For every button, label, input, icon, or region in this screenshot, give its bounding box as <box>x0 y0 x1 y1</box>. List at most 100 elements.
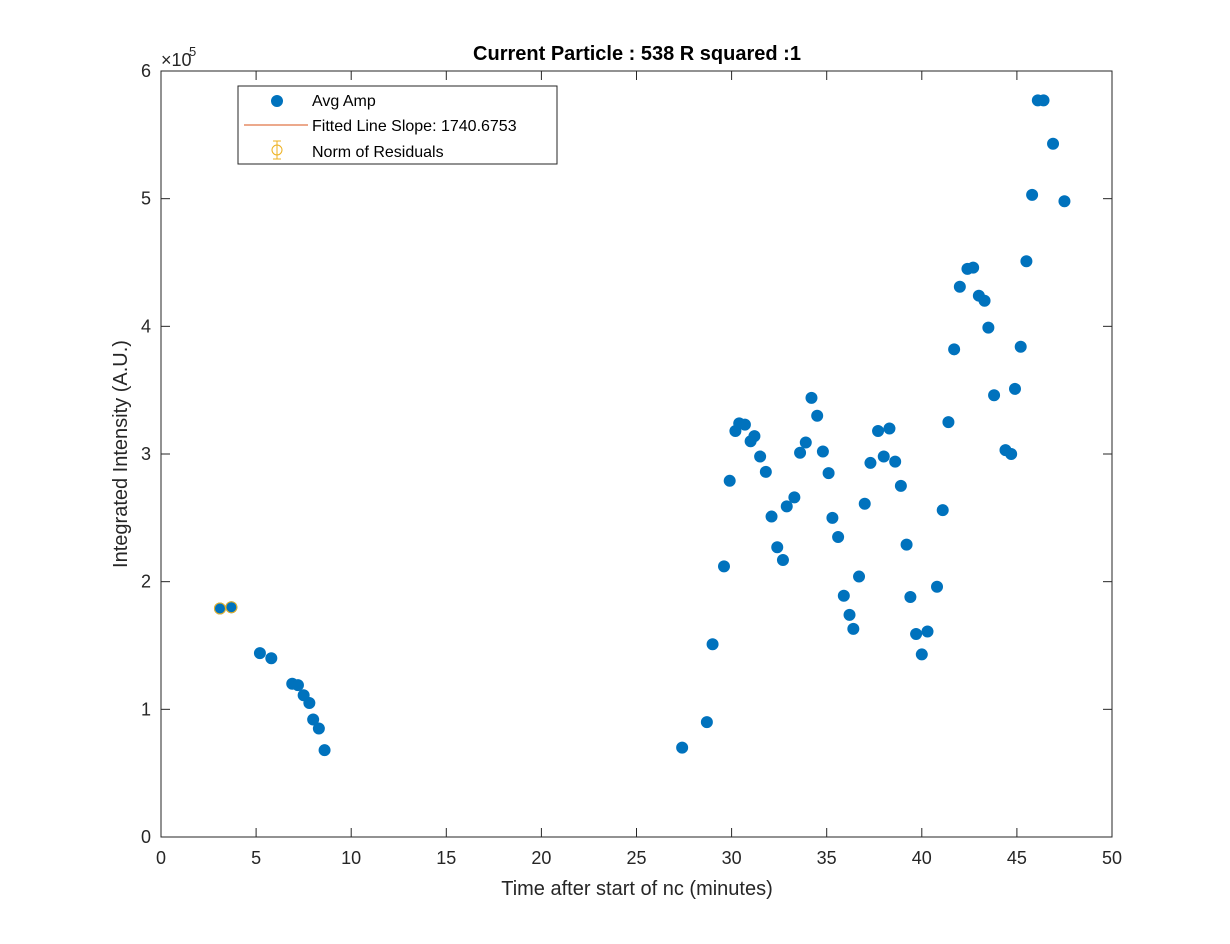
legend-label-norm-residuals: Norm of Residuals <box>312 144 444 161</box>
data-point-avg-amp <box>312 722 325 735</box>
data-point-avg-amp <box>307 713 320 726</box>
data-point-avg-amp <box>837 589 850 602</box>
data-point-avg-amp <box>265 652 278 665</box>
data-point-norm-residuals <box>225 601 238 614</box>
y-axis-label: Integrated Intensity (A.U.) <box>110 340 132 568</box>
data-point-avg-amp <box>826 511 839 524</box>
data-point-avg-amp <box>843 608 856 621</box>
data-point-avg-amp <box>967 261 980 274</box>
data-point-avg-amp <box>904 590 917 603</box>
data-point-norm-residuals <box>213 602 226 615</box>
data-point-avg-amp <box>676 741 689 754</box>
legend-entry-avg-amp: Avg Amp <box>271 93 376 110</box>
data-point-avg-amp <box>811 409 824 422</box>
data-point-avg-amp <box>776 553 789 566</box>
x-axis-label: Time after start of nc (minutes) <box>501 878 773 900</box>
data-point-avg-amp <box>883 422 896 435</box>
data-point-avg-amp <box>253 647 266 660</box>
data-point-avg-amp <box>1026 188 1039 201</box>
data-point-avg-amp <box>1058 195 1071 208</box>
legend: Avg Amp Fitted Line Slope: 1740.6753 Nor… <box>237 85 558 165</box>
data-point-avg-amp <box>900 538 913 551</box>
data-point-avg-amp <box>847 622 860 635</box>
data-point-avg-amp <box>942 416 955 429</box>
y-tick-label: 1 <box>141 699 151 719</box>
x-tick-label: 10 <box>341 848 361 868</box>
data-point-avg-amp <box>982 321 995 334</box>
data-point-avg-amp <box>858 497 871 510</box>
data-point-avg-amp <box>910 628 923 641</box>
x-tick-label: 50 <box>1102 848 1122 868</box>
y-axis-exponent: ×10 5 <box>161 44 196 70</box>
legend-entry-fitted-line: Fitted Line Slope: 1740.6753 <box>244 118 517 135</box>
x-tick-label: 20 <box>531 848 551 868</box>
data-point-avg-amp <box>822 467 835 480</box>
y-exponent-base: ×10 <box>161 50 192 70</box>
data-point-avg-amp <box>948 343 961 356</box>
data-point-avg-amp <box>794 446 807 459</box>
x-tick-label: 0 <box>156 848 166 868</box>
data-point-avg-amp <box>894 479 907 492</box>
data-point-avg-amp <box>936 504 949 517</box>
x-tick-label: 40 <box>912 848 932 868</box>
data-point-avg-amp <box>864 456 877 469</box>
x-tick-label: 25 <box>626 848 646 868</box>
data-point-avg-amp <box>872 425 885 438</box>
data-point-avg-amp <box>853 570 866 583</box>
data-point-avg-amp <box>953 280 966 293</box>
data-point-avg-amp <box>717 560 730 573</box>
data-point-avg-amp <box>771 541 784 554</box>
y-tick-label: 5 <box>141 189 151 209</box>
data-point-avg-amp <box>1037 94 1050 107</box>
y-tick-label: 0 <box>141 827 151 847</box>
data-point-avg-amp <box>765 510 778 523</box>
data-point-avg-amp <box>738 418 751 431</box>
chart-title: Current Particle : 538 R squared :1 <box>473 43 801 65</box>
data-point-avg-amp <box>1014 340 1027 353</box>
data-point-avg-amp <box>303 696 316 709</box>
legend-label-avg-amp: Avg Amp <box>312 93 376 110</box>
data-point-avg-amp <box>723 474 736 487</box>
data-point-avg-amp <box>799 436 812 449</box>
y-axis-ticks: 0 1 2 3 4 5 6 <box>141 61 1112 847</box>
y-tick-label: 6 <box>141 61 151 81</box>
y-tick-label: 3 <box>141 444 151 464</box>
x-axis-ticks: 0 5 10 15 20 25 30 35 40 45 50 <box>156 71 1122 868</box>
data-point-avg-amp <box>706 638 719 651</box>
legend-label-fitted-line: Fitted Line Slope: 1740.6753 <box>312 118 517 135</box>
x-tick-label: 35 <box>817 848 837 868</box>
data-points <box>213 94 1071 757</box>
y-tick-label: 2 <box>141 572 151 592</box>
data-point-avg-amp <box>759 465 772 478</box>
data-point-avg-amp <box>832 530 845 543</box>
data-point-avg-amp <box>780 500 793 513</box>
legend-marker-norm-residuals <box>271 144 283 156</box>
data-point-avg-amp <box>1047 137 1060 150</box>
data-point-avg-amp <box>748 430 761 443</box>
data-point-avg-amp <box>889 455 902 468</box>
data-point-avg-amp <box>291 679 304 692</box>
plot-area <box>160 70 1113 838</box>
x-tick-label: 15 <box>436 848 456 868</box>
data-point-avg-amp <box>931 580 944 593</box>
x-tick-label: 30 <box>722 848 742 868</box>
x-tick-label: 45 <box>1007 848 1027 868</box>
legend-entry-norm-residuals: Norm of Residuals <box>271 140 444 161</box>
data-point-avg-amp <box>816 445 829 458</box>
data-point-avg-amp <box>877 450 890 463</box>
data-point-avg-amp <box>318 744 331 757</box>
data-point-avg-amp <box>978 294 991 307</box>
data-point-avg-amp <box>1008 382 1021 395</box>
data-point-avg-amp <box>754 450 767 463</box>
data-point-avg-amp <box>915 648 928 661</box>
y-exponent-power: 5 <box>189 44 196 59</box>
data-point-avg-amp <box>1005 448 1018 460</box>
data-point-avg-amp <box>921 625 934 638</box>
data-point-avg-amp <box>988 389 1001 402</box>
data-point-avg-amp <box>788 491 801 504</box>
legend-marker-avg-amp <box>271 95 283 107</box>
x-tick-label: 5 <box>251 848 261 868</box>
data-point-avg-amp <box>1020 255 1033 268</box>
